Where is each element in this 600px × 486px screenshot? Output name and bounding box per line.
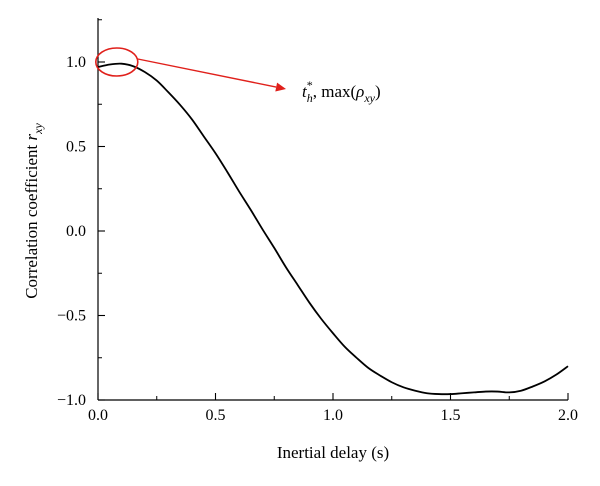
y-axis-title: Correlation coefficient rxy [22, 123, 45, 299]
y-tick-label: 0.0 [66, 223, 86, 240]
annotation-t-sup: * [307, 78, 313, 92]
annotation-rho: ρ [355, 82, 364, 101]
annotation: t* h, max(ρxy) [95, 47, 381, 105]
y-tick-label: 0.5 [66, 139, 86, 156]
y-axis-title-symbol: r [22, 133, 41, 140]
y-tick-label: 1.0 [66, 54, 86, 71]
y-tick-label: −0.5 [57, 308, 86, 325]
annotation-rho-sub: xy [363, 91, 375, 105]
annotation-arrowhead [275, 82, 286, 92]
y-axis-title-base: Correlation coefficient [22, 140, 41, 298]
annotation-arrow [137, 58, 277, 88]
series-line [97, 62, 569, 396]
x-tick-label: 2.0 [558, 407, 578, 424]
x-tick-label: 1.5 [441, 407, 461, 424]
x-tick-label: 1.0 [323, 407, 343, 424]
y-axis-title-subscript: xy [31, 123, 45, 135]
annotation-max: , max( [313, 82, 357, 101]
annotation-ellipse [95, 47, 139, 77]
series-group [97, 62, 569, 396]
x-axis-title: Inertial delay (s) [277, 443, 389, 462]
annotation-close: ) [375, 82, 381, 101]
x-tick-label: 0.0 [88, 407, 108, 424]
annotation-t: t [302, 82, 308, 101]
annotation-label: t* h, max(ρxy) [302, 78, 381, 105]
ticks [97, 19, 569, 401]
tick-labels: 0.0 0.5 1.0 1.5 2.0 −1.0 −0.5 0.0 0.5 1.0 [57, 54, 578, 424]
x-tick-label: 0.5 [206, 407, 226, 424]
annotation-t-sub: h [307, 91, 313, 105]
axes [97, 18, 568, 401]
y-tick-label: −1.0 [57, 392, 86, 409]
